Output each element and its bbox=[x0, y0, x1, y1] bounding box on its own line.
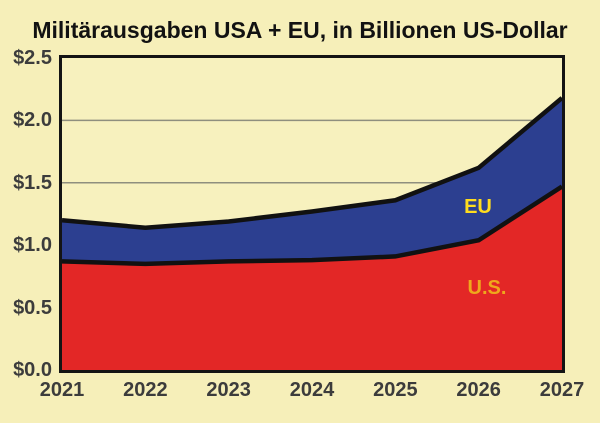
eu-series-label: EU bbox=[464, 196, 492, 218]
x-tick-label: 2021 bbox=[39, 379, 85, 401]
us-area bbox=[62, 186, 562, 370]
y-tick-label: $2.5 bbox=[13, 47, 52, 69]
us-boundary-line bbox=[62, 184, 562, 267]
eu-total-boundary-line bbox=[62, 96, 562, 230]
y-tick-label: $1.5 bbox=[13, 171, 52, 194]
x-tick-label: 2025 bbox=[373, 379, 418, 401]
chart-title: Militärausgaben USA + EU, in Billionen U… bbox=[32, 17, 568, 43]
us-series-label: U.S. bbox=[467, 277, 507, 299]
y-tick-label: $2.0 bbox=[13, 109, 52, 132]
area-chart-svg bbox=[62, 96, 562, 370]
x-tick-label: 2022 bbox=[123, 379, 168, 401]
y-tick-label: $1.0 bbox=[13, 234, 52, 257]
x-tick-label: 2024 bbox=[289, 379, 335, 401]
plot-area bbox=[59, 55, 565, 373]
y-tick-label: $0.5 bbox=[13, 296, 52, 319]
x-tick-label: 2023 bbox=[206, 379, 251, 401]
x-tick-label: 2027 bbox=[539, 379, 585, 401]
x-tick-label: 2026 bbox=[456, 379, 501, 401]
y-tick-label: $0.0 bbox=[13, 359, 52, 381]
